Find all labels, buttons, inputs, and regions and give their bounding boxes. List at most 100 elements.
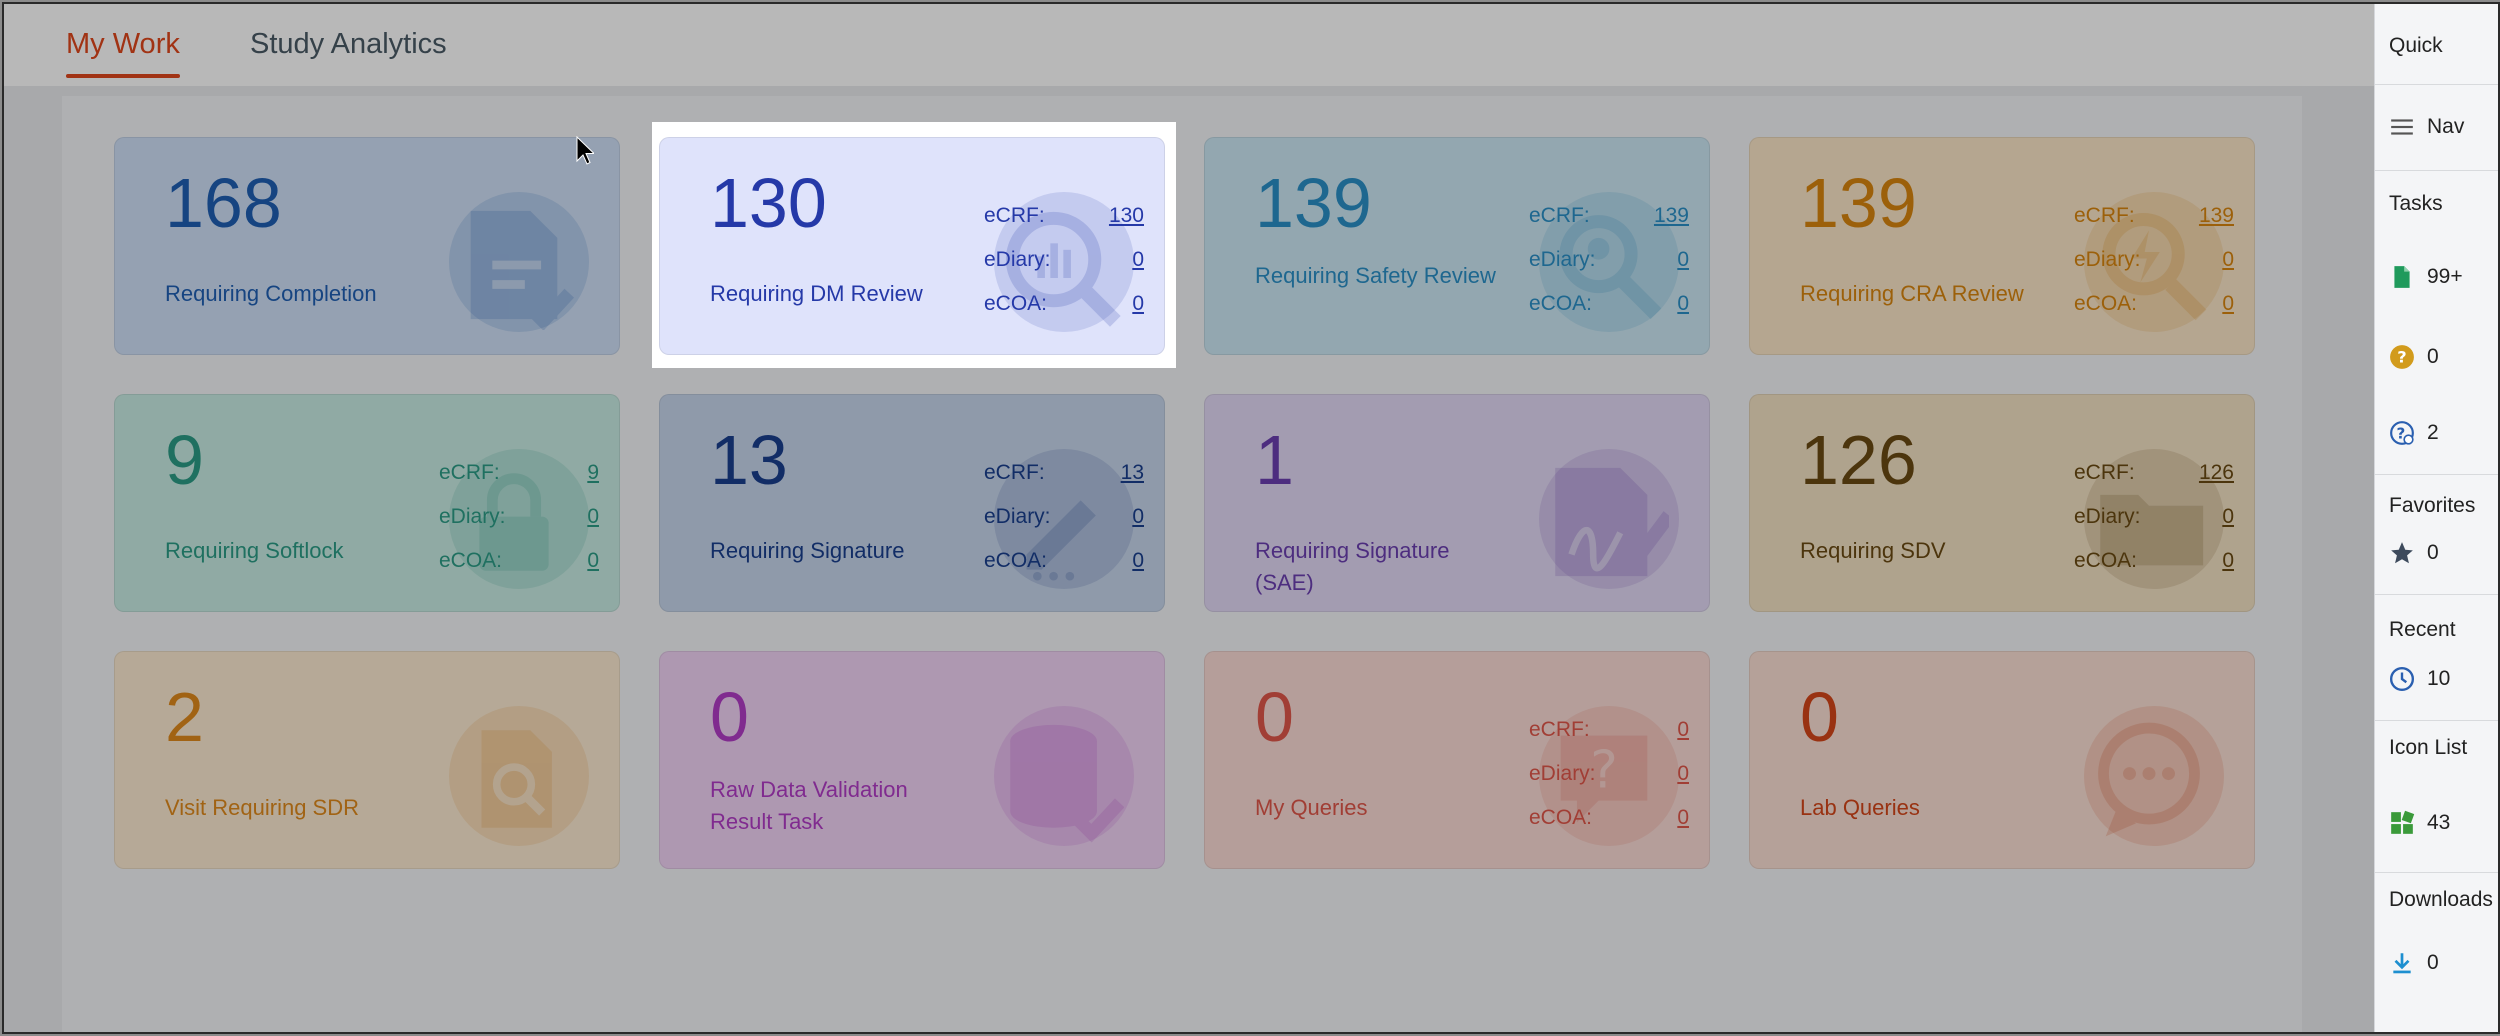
metric-label: eCRF:	[2074, 461, 2135, 484]
metric-label: eDiary:	[984, 505, 1051, 528]
tab-study-analytics[interactable]: Study Analytics	[250, 28, 447, 61]
metric-label: eCRF:	[984, 204, 1045, 227]
card-count: 139	[1255, 164, 1372, 242]
card-count: 0	[1800, 678, 1839, 756]
nav-label: Nav	[2427, 115, 2465, 138]
tasks-questions[interactable]: ? 0	[2389, 344, 2439, 370]
metric-ecrf-link[interactable]: 0	[1677, 718, 1689, 741]
task-card-requiring-safety-review[interactable]: 139 Requiring Safety Review eCRF: 139 eDiary…	[1204, 137, 1710, 355]
card-metrics: eCRF: 0 eDiary: 0 eCOA: 0	[1529, 718, 1689, 850]
card-title: Requiring Signature (SAE)	[1255, 538, 1450, 595]
metric-label: eCOA:	[439, 549, 503, 572]
metric-ecrf-link[interactable]: 13	[1120, 461, 1144, 484]
metric-ecrf: eCRF: 139	[2074, 204, 2234, 248]
task-card-requiring-completion[interactable]: 168 Requiring Completion	[114, 137, 620, 355]
svg-text:?: ?	[2397, 347, 2406, 366]
metric-ediary: eDiary: 0	[439, 505, 599, 549]
metric-ecrf-link[interactable]: 9	[587, 461, 599, 484]
task-card-requiring-signature-sae[interactable]: 1 Requiring Signature (SAE)	[1204, 394, 1710, 612]
task-card-requiring-softlock[interactable]: 9 Requiring Softlock eCRF: 9 eDiary: 0 eCOA: 0	[114, 394, 620, 612]
metric-ecoa: eCOA: 0	[1529, 806, 1689, 850]
card-count: 2	[165, 678, 204, 756]
metric-ediary-link[interactable]: 0	[2222, 248, 2234, 271]
card-title: Requiring CRA Review	[1800, 281, 2024, 306]
metric-ediary-link[interactable]: 0	[1132, 248, 1144, 271]
card-title: Requiring Softlock	[165, 538, 344, 563]
metric-ecrf: eCRF: 0	[1529, 718, 1689, 762]
metric-ecoa-link[interactable]: 0	[587, 549, 599, 572]
card-icon-backdrop	[449, 192, 589, 332]
tasks-questions-count: 0	[2427, 345, 2439, 368]
metric-ediary-link[interactable]: 0	[2222, 505, 2234, 528]
metric-label: eCOA:	[984, 292, 1048, 315]
tasks-documents-count: 99+	[2427, 265, 2463, 288]
metric-ediary: eDiary: 0	[1529, 762, 1689, 806]
card-count: 139	[1800, 164, 1917, 242]
card-icon-backdrop	[994, 449, 1134, 589]
task-card-my-queries[interactable]: ? 0 My Queries eCRF: 0 eDiary: 0 eCOA: 0	[1204, 651, 1710, 869]
metric-ecoa-link[interactable]: 0	[2222, 292, 2234, 315]
document-icon	[2394, 266, 2410, 288]
task-card-visit-requiring-sdr[interactable]: 2 Visit Requiring SDR	[114, 651, 620, 869]
recent-button[interactable]: 10	[2389, 666, 2450, 692]
card-icon-backdrop	[449, 449, 589, 589]
card-icon-backdrop	[2084, 192, 2224, 332]
metric-label: eDiary:	[2074, 248, 2141, 271]
card-count: 130	[710, 164, 827, 242]
metric-label: eDiary:	[1529, 248, 1596, 271]
metric-ecrf-link[interactable]: 126	[2198, 461, 2234, 484]
metric-label: eCRF:	[2074, 204, 2135, 227]
user-search-icon	[1539, 200, 1669, 330]
metric-ediary-link[interactable]: 0	[1677, 762, 1689, 785]
metric-ecoa-link[interactable]: 0	[1132, 292, 1144, 315]
tasks-documents[interactable]: 99+	[2389, 264, 2463, 290]
task-card-lab-queries[interactable]: 0 Lab Queries	[1749, 651, 2255, 869]
quick-nav-panel: Quick Nav Tasks 99+ ? 0 ? 2 Favorites 0 …	[2374, 4, 2498, 1032]
metric-ecoa-link[interactable]: 0	[1677, 292, 1689, 315]
metric-ecrf-link[interactable]: 139	[1653, 204, 1689, 227]
svg-text:?: ?	[1590, 741, 1618, 801]
metric-ecoa: eCOA: 0	[984, 292, 1144, 336]
icon-list-button[interactable]: 43	[2389, 810, 2450, 836]
tab-my-work[interactable]: My Work	[66, 28, 180, 78]
downloads-button[interactable]: 0	[2389, 950, 2439, 976]
metric-ecrf-link[interactable]: 130	[1108, 204, 1144, 227]
tasks-pending-questions[interactable]: ? 2	[2389, 420, 2439, 446]
favorites-button[interactable]: 0	[2389, 540, 2439, 566]
card-icon-backdrop	[1539, 449, 1679, 589]
svg-text:?: ?	[2397, 424, 2406, 442]
card-title: Requiring Signature	[710, 538, 905, 563]
metric-ecrf-link[interactable]: 139	[2198, 204, 2234, 227]
tasks-pending-count: 2	[2427, 421, 2439, 444]
lock-icon	[449, 457, 579, 587]
menu-icon	[2391, 119, 2413, 135]
metric-ediary: eDiary: 0	[2074, 505, 2234, 549]
card-icon-backdrop	[449, 706, 589, 846]
card-title: Requiring SDV	[1800, 538, 1946, 563]
card-icon-backdrop	[994, 192, 1134, 332]
metric-ecoa-link[interactable]: 0	[1677, 806, 1689, 829]
question-circle-icon: ?	[2390, 345, 2414, 369]
metric-ecoa-link[interactable]: 0	[2222, 549, 2234, 572]
nav-menu-button[interactable]: Nav	[2389, 114, 2464, 140]
task-card-requiring-cra-review[interactable]: 139 Requiring CRA Review eCRF: 139 eDiary: 0 e…	[1749, 137, 2255, 355]
tab-label: Study Analytics	[250, 28, 447, 60]
metric-ediary-link[interactable]: 0	[587, 505, 599, 528]
card-icon-backdrop	[1539, 706, 1679, 846]
grid-icon	[2391, 810, 2415, 834]
metric-ecrf: eCRF: 139	[1529, 204, 1689, 248]
task-card-requiring-sdv[interactable]: 126 Requiring SDV eCRF: 126 eDiary: 0 eCOA: 0	[1749, 394, 2255, 612]
metric-ediary: eDiary: 0	[984, 248, 1144, 292]
metric-ecoa: eCOA: 0	[984, 549, 1144, 593]
card-count: 9	[165, 421, 204, 499]
task-card-requiring-dm-review[interactable]: 130 Requiring DM Review eCRF: 130 eDiary: 0 eC…	[659, 137, 1165, 355]
metric-ecoa: eCOA: 0	[2074, 549, 2234, 593]
metric-ediary-link[interactable]: 0	[1132, 505, 1144, 528]
metric-ecoa-link[interactable]: 0	[1132, 549, 1144, 572]
card-count: 126	[1800, 421, 1917, 499]
task-card-requiring-signature[interactable]: 13 Requiring Signature eCRF: 13 eDiary: 0 eCOA…	[659, 394, 1165, 612]
metric-ediary-link[interactable]: 0	[1677, 248, 1689, 271]
downloads-count: 0	[2427, 951, 2439, 974]
task-card-raw-data-validation[interactable]: 0 Raw Data Validation Result Task	[659, 651, 1165, 869]
